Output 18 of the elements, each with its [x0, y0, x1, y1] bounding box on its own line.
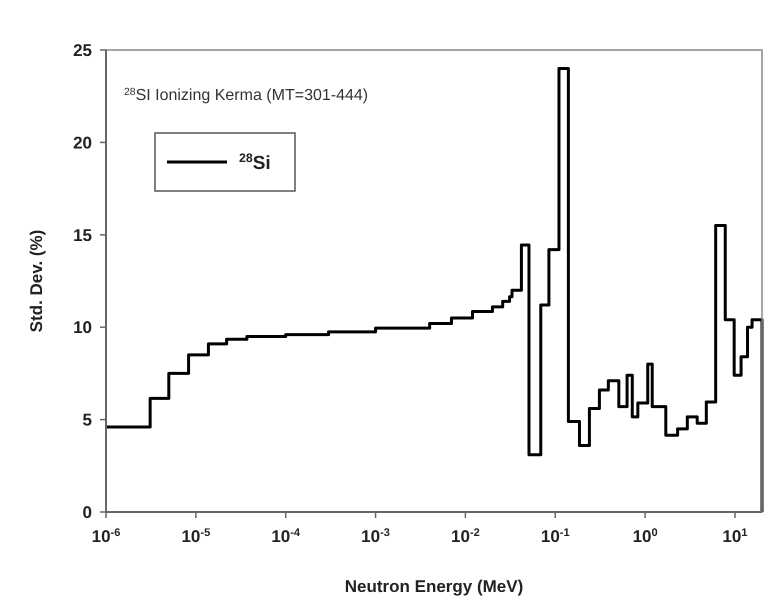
x-tick-label: 10$^{1}$ [722, 527, 748, 546]
x-tick-label: 10$^{-4}$ [271, 527, 301, 546]
y-tick-label: 25 [73, 41, 92, 60]
x-tick-label: 10$^{-5}$ [181, 527, 210, 546]
x-tick-label: 10$^{-2}$ [451, 527, 480, 546]
x-tick-label: 10$^{0}$ [632, 527, 658, 546]
y-tick-label: 0 [82, 503, 92, 522]
y-tick-label: 15 [73, 226, 92, 245]
x-axis-title: Neutron Energy (MeV) [344, 577, 524, 596]
x-tick-label: 10$^{-1}$ [540, 527, 570, 546]
y-axis-title: Std. Dev. (%) [27, 230, 46, 332]
legend-label: $^{28}$Si [239, 151, 271, 174]
x-tick-label: 10$^{-3}$ [361, 527, 390, 546]
y-tick-label: 10 [73, 318, 92, 338]
x-tick-label: 10$^{-6}$ [92, 527, 120, 546]
annotation: $^{28}$SI Ionizing Kerma (MT=301-444) [124, 86, 368, 104]
y-tick-label: 5 [82, 410, 92, 430]
y-tick-label: 20 [73, 133, 92, 152]
